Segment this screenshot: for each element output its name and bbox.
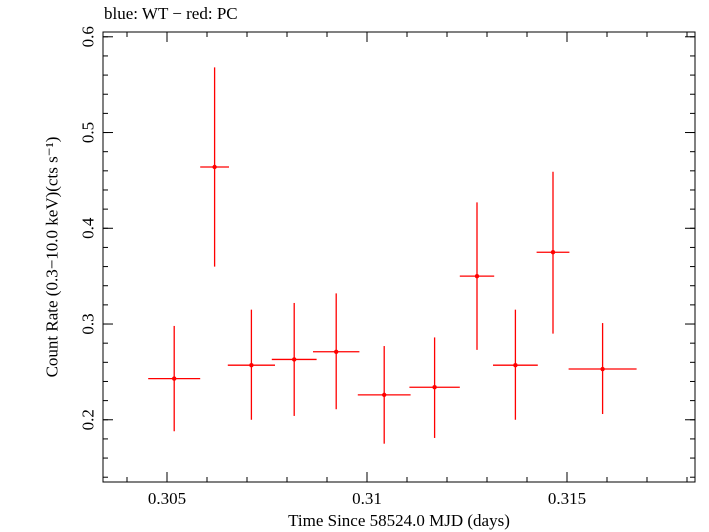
data-point (292, 357, 297, 362)
data-point (212, 164, 217, 170)
y-tick-label: 0.2 (79, 409, 98, 430)
y-tick-label: 0.3 (79, 313, 98, 334)
data-point (382, 392, 387, 398)
data-point (513, 362, 518, 368)
x-tick-label: 0.31 (352, 489, 382, 508)
y-axis-label: Count Rate (0.3−10.0 keV)(cts s⁻¹) (43, 137, 62, 378)
y-tick-label: 0.5 (79, 122, 98, 143)
data-point (432, 385, 437, 390)
data-point (334, 349, 339, 354)
x-tick-label: 0.315 (548, 489, 586, 508)
chart-title: blue: WT − red: PC (104, 4, 238, 23)
plot-frame (102, 31, 696, 483)
data-point (550, 250, 556, 255)
data-point (249, 362, 254, 368)
y-tick-label: 0.4 (79, 217, 98, 239)
data-point (474, 273, 480, 279)
x-tick-label: 0.305 (148, 489, 186, 508)
x-axis-label: Time Since 58524.0 MJD (days) (288, 511, 510, 530)
y-tick-label: 0.6 (79, 26, 98, 47)
data-point (600, 366, 605, 372)
data-point (172, 376, 177, 381)
